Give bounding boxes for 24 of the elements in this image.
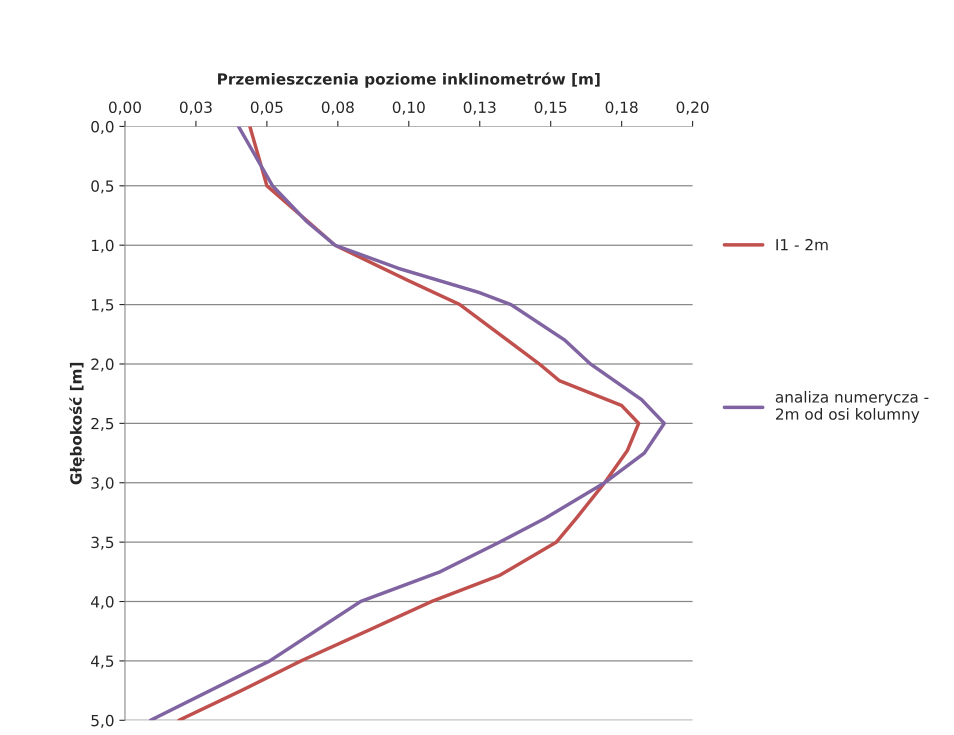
y-tick-label: 0,5 (91, 180, 114, 194)
x-tick-label: 0,00 (108, 101, 141, 115)
x-tick-label: 0,18 (606, 101, 638, 115)
y-tick-label: 5,0 (91, 714, 114, 728)
x-tick-label: 0,08 (322, 101, 354, 115)
y-tick-label: 0,0 (91, 120, 114, 134)
y-axis-title: Głębokość [m] (69, 362, 85, 484)
y-tick-label: 4,0 (91, 596, 114, 610)
x-tick-label: 0,10 (392, 101, 425, 115)
y-tick-label: 3,5 (91, 536, 114, 550)
y-tick-label: 2,0 (91, 358, 114, 372)
y-tick-label: 1,0 (92, 240, 114, 253)
x-tick-label: 0,05 (250, 101, 283, 115)
y-tick-label: 3,0 (91, 477, 114, 490)
legend-label: I1 - 2m (776, 238, 828, 250)
x-tick-label: 0,13 (464, 101, 496, 115)
legend-label: analiza numerycza - 2m od osi kolumny (776, 390, 928, 423)
x-tick-label: 0,15 (534, 101, 566, 115)
x-tick-label: 0,20 (676, 101, 709, 115)
x-axis-title: Przemieszczenia poziome inklinometrów [m] (218, 72, 600, 88)
x-tick-label: 0,03 (180, 101, 212, 115)
y-tick-label: 1,5 (92, 299, 114, 312)
y-tick-label: 2,5 (91, 418, 114, 431)
y-tick-label: 4,5 (91, 656, 114, 668)
